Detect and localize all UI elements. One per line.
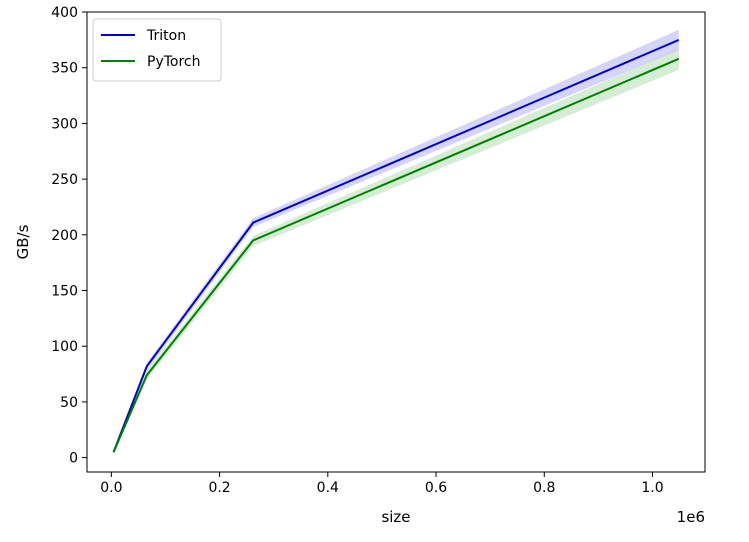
y-tick-label: 300 xyxy=(51,116,78,132)
y-axis-label: GB/s xyxy=(14,224,32,259)
confidence-band-pytorch xyxy=(113,48,679,454)
y-tick-label: 150 xyxy=(51,284,78,300)
legend-label-triton: Triton xyxy=(146,28,186,44)
y-tick-label: 100 xyxy=(51,339,78,355)
series-lines xyxy=(112,38,680,453)
x-tick-label: 0.0 xyxy=(100,480,122,496)
plot-area-frame xyxy=(86,11,706,473)
y-tick-label: 50 xyxy=(60,395,78,411)
x-tick-label: 0.2 xyxy=(208,480,230,496)
y-tick-label: 350 xyxy=(51,61,78,77)
x-tick-label: 0.4 xyxy=(317,480,339,496)
x-tick-label: 0.6 xyxy=(425,480,447,496)
y-tick-label: 200 xyxy=(51,228,78,244)
x-axis-ticks: 0.0 0.2 0.4 0.6 0.8 1.0 xyxy=(100,472,664,496)
y-axis-ticks: 0 50 100 150 200 250 300 350 400 xyxy=(51,5,87,467)
x-tick-label: 0.8 xyxy=(533,480,555,496)
y-tick-label: 400 xyxy=(51,5,78,21)
series-line-triton xyxy=(112,38,680,453)
legend-label-pytorch: PyTorch xyxy=(147,54,200,70)
series-line-pytorch xyxy=(112,57,680,453)
confidence-band-triton xyxy=(113,29,679,454)
y-tick-label: 250 xyxy=(51,172,78,188)
x-axis-offset-text: 1e6 xyxy=(677,508,705,526)
y-tick-label: 0 xyxy=(69,451,78,467)
confidence-bands xyxy=(113,29,679,454)
x-axis-label: size xyxy=(381,508,410,526)
x-tick-label: 1.0 xyxy=(641,480,663,496)
legend: Triton PyTorch xyxy=(92,18,222,82)
